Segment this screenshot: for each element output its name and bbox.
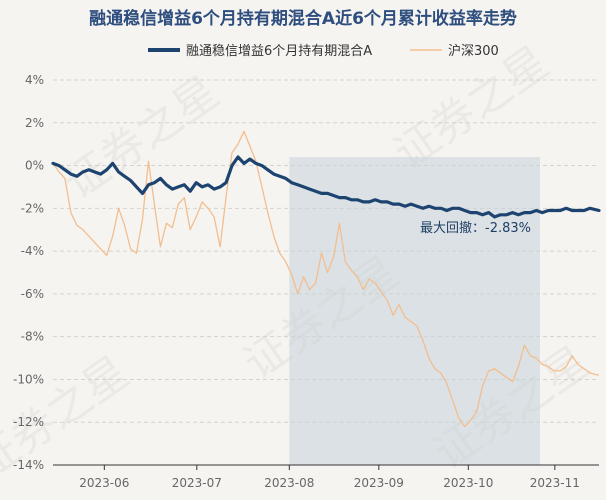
x-axis-ticks: 2023-06 2023-07 2023-08 2023-09 2023-10 2023-… xyxy=(79,465,580,490)
max-drawdown-label: 最大回撤：-2.83% xyxy=(420,220,531,236)
series-line-hs300 xyxy=(52,130,600,428)
x-tick-label: 2023-09 xyxy=(354,476,404,490)
y-tick-label: -4% xyxy=(21,244,44,258)
legend-label-index: 沪深300 xyxy=(448,43,499,59)
x-tick-label: 2023-07 xyxy=(172,476,222,490)
x-tick-label: 2023-10 xyxy=(443,476,493,490)
y-axis-ticks: 4% 2% 0% -2% -4% -6% -8% -10% -12% -14% xyxy=(13,73,44,472)
x-tick-label: 2023-06 xyxy=(79,476,129,490)
y-tick-label: 4% xyxy=(25,73,44,87)
y-tick-label: -8% xyxy=(21,330,44,344)
y-tick-label: -6% xyxy=(21,287,44,301)
legend: 融通稳信增益6个月持有期混合A 沪深300 xyxy=(148,43,499,59)
y-tick-label: 2% xyxy=(25,116,44,130)
x-tick-label: 2023-08 xyxy=(264,476,314,490)
y-tick-label: -2% xyxy=(21,201,44,215)
y-tick-label: -14% xyxy=(13,458,44,472)
x-tick-label: 2023-11 xyxy=(530,476,580,490)
max-drawdown-area xyxy=(289,157,540,465)
y-tick-label: 0% xyxy=(25,159,44,173)
legend-label-fund: 融通稳信增益6个月持有期混合A xyxy=(186,43,372,59)
y-tick-label: -10% xyxy=(13,372,44,386)
chart-title: 融通稳信增益6个月持有期混合A近6个月累计收益率走势 xyxy=(89,8,517,29)
y-tick-label: -12% xyxy=(13,415,44,429)
series-line-fund xyxy=(51,155,601,219)
